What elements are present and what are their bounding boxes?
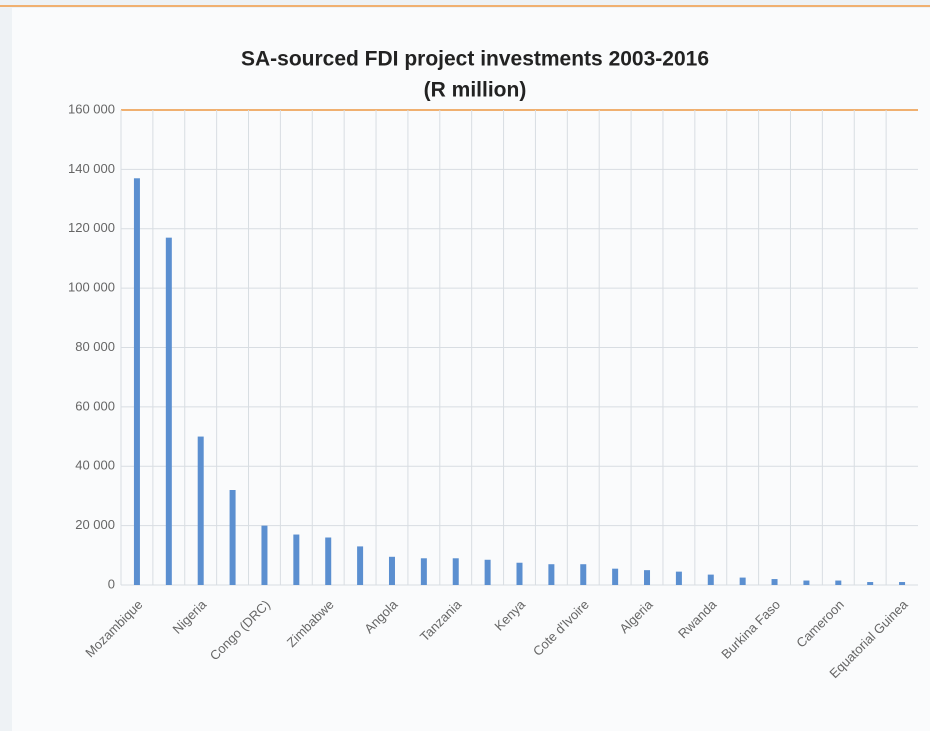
bar	[516, 562, 523, 585]
y-tick-label: 120 000	[68, 220, 115, 235]
bar	[388, 556, 395, 585]
bar	[133, 178, 140, 585]
chart-subtitle: (R million)	[424, 79, 527, 102]
y-tick-label: 80 000	[75, 339, 115, 354]
bar	[452, 558, 459, 585]
chart-panel	[12, 8, 930, 731]
y-tick-label: 40 000	[75, 458, 115, 473]
bar	[899, 582, 906, 585]
bar	[803, 580, 810, 585]
bar	[739, 577, 746, 585]
y-tick-label: 20 000	[75, 517, 115, 532]
y-tick-label: 100 000	[68, 280, 115, 295]
bar	[325, 537, 332, 585]
bar	[707, 574, 714, 585]
bar	[357, 546, 364, 585]
y-tick-label: 0	[108, 576, 115, 591]
bar	[165, 237, 172, 585]
bar	[867, 582, 874, 585]
bar	[548, 564, 555, 585]
bar	[612, 568, 619, 585]
bar	[771, 579, 778, 585]
bar	[644, 570, 651, 585]
y-tick-label: 160 000	[68, 101, 115, 116]
y-tick-label: 140 000	[68, 161, 115, 176]
y-tick-label: 60 000	[75, 398, 115, 413]
bar	[484, 559, 491, 585]
bar	[835, 580, 842, 585]
bar	[293, 534, 300, 585]
bar	[261, 525, 268, 585]
bar	[675, 571, 682, 585]
chart-title: SA-sourced FDI project investments 2003-…	[241, 48, 709, 71]
bar	[420, 558, 427, 585]
bar	[580, 564, 587, 585]
bar	[229, 490, 236, 585]
bar	[197, 436, 204, 585]
